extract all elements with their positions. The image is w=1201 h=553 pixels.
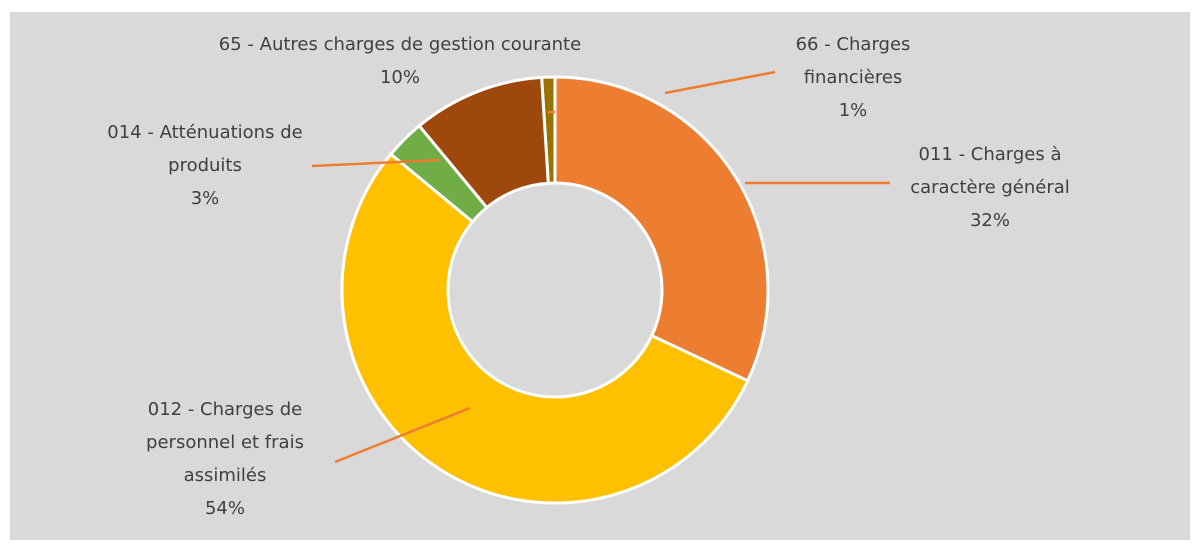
data-label: 014 - Atténuations de produits 3%: [95, 116, 315, 215]
label-name: 66 - Charges financières: [795, 34, 911, 88]
label-value: 10%: [379, 67, 420, 88]
data-label: 011 - Charges à caractère général 32%: [880, 138, 1100, 237]
leader-line: [311, 158, 441, 168]
label-value: 54%: [204, 498, 245, 519]
donut-slice: [553, 75, 770, 383]
data-label: 66 - Charges financières 1%: [760, 28, 946, 127]
label-value: 1%: [838, 100, 868, 121]
leader-lines: [311, 70, 890, 464]
data-label: 012 - Charges de personnel et frais assi…: [115, 393, 335, 525]
label-name: 014 - Atténuations de produits: [107, 122, 303, 176]
label-name: 012 - Charges de personnel et frais assi…: [146, 399, 304, 486]
label-value: 32%: [969, 210, 1010, 231]
label-name: 011 - Charges à caractère général: [910, 144, 1070, 198]
leader-line: [664, 70, 776, 95]
leader-line: [334, 406, 471, 464]
donut-slice: [417, 75, 550, 210]
donut-slice: [388, 123, 489, 224]
donut-slice: [340, 152, 750, 505]
data-label: 65 - Autres charges de gestion courante 1…: [130, 28, 670, 94]
label-value: 3%: [190, 188, 220, 209]
label-name: 65 - Autres charges de gestion courante: [218, 34, 582, 55]
